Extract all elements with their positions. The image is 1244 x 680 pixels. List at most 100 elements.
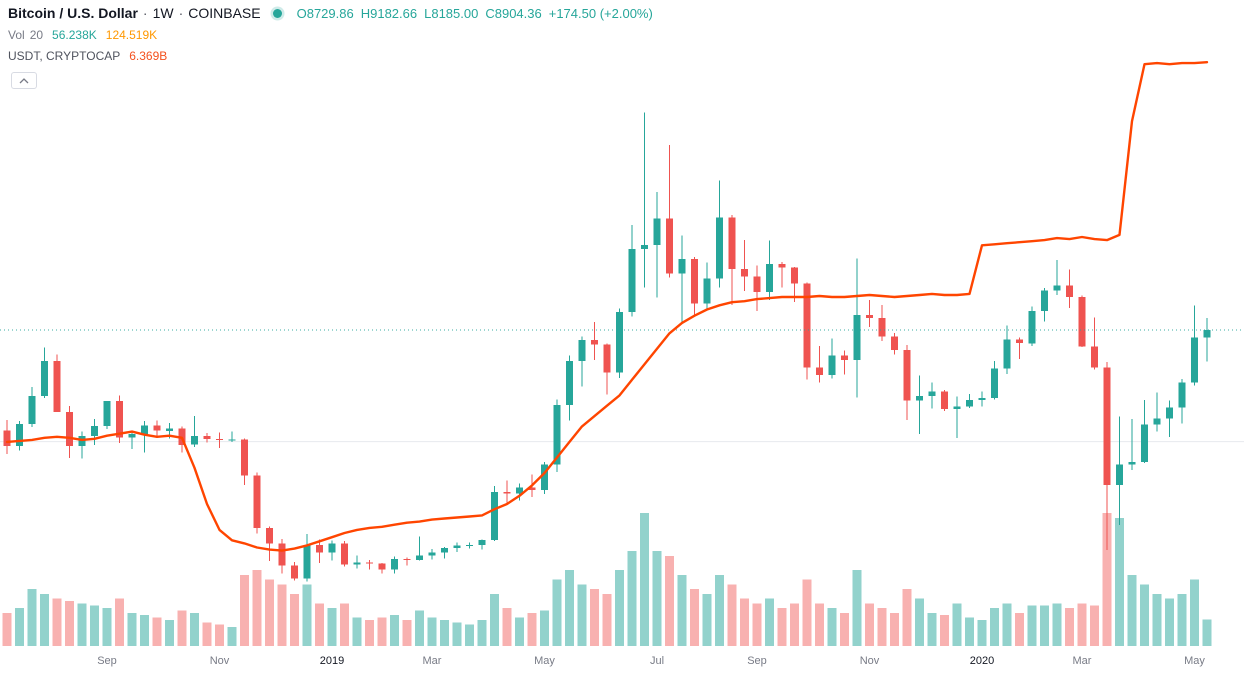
candle-body: [566, 360, 573, 405]
candle-body: [353, 562, 361, 565]
candle-body: [228, 439, 236, 441]
volume-bar: [677, 574, 687, 646]
high-value: H9182.66: [360, 5, 418, 21]
volume-bar: [802, 579, 812, 646]
change-value: +174.50 (+2.00%): [548, 5, 653, 21]
candle-body: [703, 278, 711, 304]
symbol-title[interactable]: Bitcoin / U.S. Dollar: [8, 5, 138, 21]
volume-bar: [440, 619, 449, 646]
candle-body: [878, 317, 886, 337]
candle-body: [928, 391, 936, 396]
volume-bar: [1102, 513, 1112, 646]
volume-bar: [415, 610, 424, 646]
usdt-indicator-row: USDT, CRYPTOCAP 6.369B: [8, 49, 653, 63]
candle-body: [603, 344, 611, 373]
separator: ·: [178, 5, 184, 21]
volume-bar: [502, 608, 512, 646]
volume-label[interactable]: Vol: [8, 28, 25, 42]
volume-bar: [452, 622, 462, 646]
market-status-icon[interactable]: [272, 8, 282, 18]
candle-body: [366, 562, 373, 564]
volume-bar: [277, 584, 287, 646]
candle-body: [266, 527, 273, 544]
volume-bar: [1052, 603, 1062, 646]
volume-bar: [490, 593, 499, 646]
candle-body: [1003, 339, 1011, 369]
volume-bar: [177, 610, 187, 646]
volume-bar: [1077, 603, 1087, 646]
candle-body: [903, 349, 911, 401]
volume-bar: [865, 603, 874, 646]
candle-body: [778, 264, 786, 268]
candle-body: [66, 411, 73, 446]
volume-bar: [840, 612, 849, 646]
volume-bar: [390, 615, 399, 646]
time-axis-label: 2019: [320, 655, 344, 667]
volume-bar: [2, 612, 12, 646]
time-axis-label: Mar: [423, 655, 442, 667]
candle-body: [341, 543, 348, 565]
candle-body: [453, 545, 461, 548]
volume-bar: [1015, 612, 1024, 646]
volume-bar: [1027, 605, 1037, 646]
candle-body: [666, 218, 673, 274]
candle-body: [428, 552, 436, 556]
volume-bar: [340, 603, 349, 646]
time-axis-label: Nov: [210, 655, 230, 667]
chevron-up-icon: [19, 77, 29, 83]
candle-body: [91, 425, 98, 436]
volume-bar: [615, 570, 624, 646]
candle-body: [466, 544, 473, 546]
candle-body: [1203, 330, 1211, 338]
time-axis-label: 2020: [970, 655, 994, 667]
candle-body: [991, 368, 998, 398]
candle-body: [803, 283, 811, 368]
volume-bar: [565, 570, 574, 646]
candle-body: [391, 558, 398, 570]
candle-body: [628, 248, 636, 312]
volume-bar: [1152, 593, 1162, 646]
candle-body: [316, 544, 323, 553]
volume-bar: [402, 619, 412, 646]
candle-body: [766, 264, 773, 293]
candle-body: [403, 558, 411, 561]
candle-body: [1166, 407, 1173, 419]
usdt-symbol-label[interactable]: USDT, CRYPTOCAP: [8, 49, 121, 63]
volume-bar: [777, 608, 787, 646]
candle-body: [1066, 285, 1073, 297]
candle-body: [478, 540, 486, 545]
volume-bar: [265, 579, 274, 646]
volume-bar: [1202, 619, 1212, 646]
volume-bar: [102, 608, 112, 646]
interval-label[interactable]: 1W: [152, 5, 174, 21]
volume-bar: [990, 608, 999, 646]
exchange-label[interactable]: COINBASE: [188, 5, 261, 21]
volume-bar: [27, 589, 37, 646]
usdt-value: 6.369B: [129, 49, 168, 63]
volume-bar: [827, 608, 837, 646]
candle-body: [691, 258, 698, 304]
candle-body: [1016, 339, 1023, 344]
volume-bar: [227, 627, 237, 646]
volume-bar: [852, 570, 862, 646]
volume-pane: [2, 513, 1212, 646]
candle-body: [966, 400, 973, 407]
candle-body: [1028, 310, 1036, 344]
collapse-indicators-button[interactable]: [11, 72, 37, 89]
candle-body: [528, 487, 536, 490]
volume-bar: [1127, 574, 1137, 646]
time-axis-label: Nov: [860, 655, 880, 667]
volume-value: 56.238K: [52, 28, 97, 42]
volume-bar: [202, 622, 212, 646]
time-axis[interactable]: Sep Nov 2019 Mar May Jul Sep Nov 2020 Mar May: [97, 655, 1205, 667]
candle-body: [16, 424, 23, 447]
volume-bar: [552, 579, 562, 646]
candles: [3, 112, 1211, 582]
volume-bar: [327, 608, 337, 646]
volume-bar: [740, 598, 749, 646]
candle-body: [916, 395, 923, 401]
volume-bar: [1165, 598, 1174, 646]
candle-body: [553, 404, 561, 465]
